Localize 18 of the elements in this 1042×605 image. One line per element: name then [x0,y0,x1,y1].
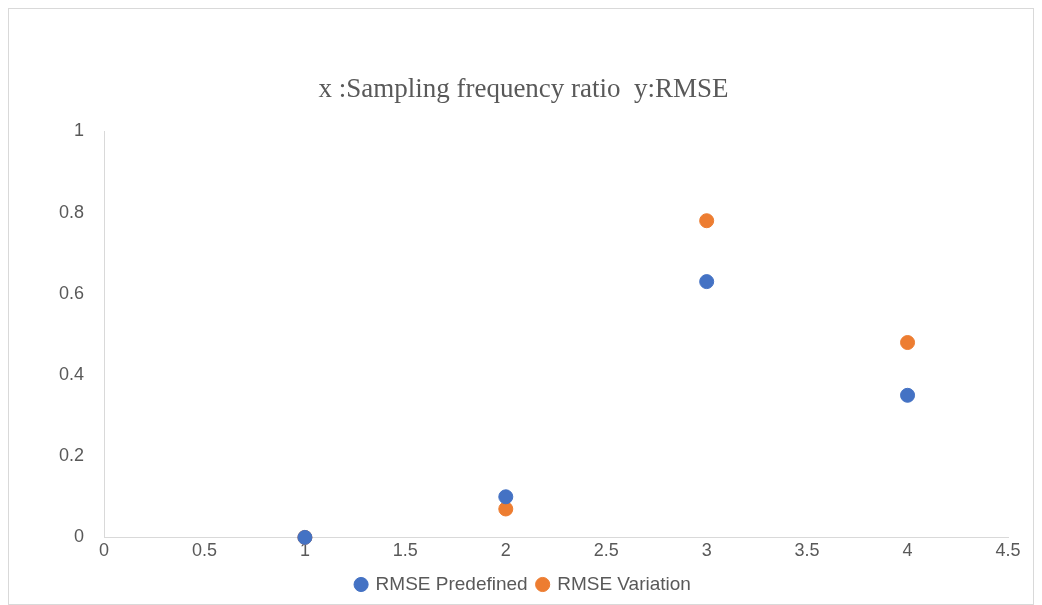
x-tick-label: 3.5 [794,540,820,561]
x-tick-label: 0 [99,540,110,561]
x-tick-label: 3 [701,540,712,561]
x-tick-label: 4.5 [995,540,1021,561]
x-tick-label: 1.5 [392,540,418,561]
chart-title: x :Sampling frequency ratio y:RMSE [318,73,729,104]
legend-label: RMSE Variation [557,572,691,594]
y-tick-label: 0 [74,526,85,547]
y-tick-label: 0.4 [58,363,85,384]
y-tick-label: 0.8 [58,201,85,222]
y-tick-label: 1 [74,120,85,141]
x-tick-label: 2 [500,540,511,561]
x-tick-label: 4 [902,540,913,561]
y-tick-label: 0.6 [58,282,85,303]
y-tick-label: 0.2 [58,445,85,466]
legend-label: RMSE Predefined [375,572,528,594]
x-tick-label: 2.5 [593,540,619,561]
x-tick-label: 0.5 [191,540,217,561]
